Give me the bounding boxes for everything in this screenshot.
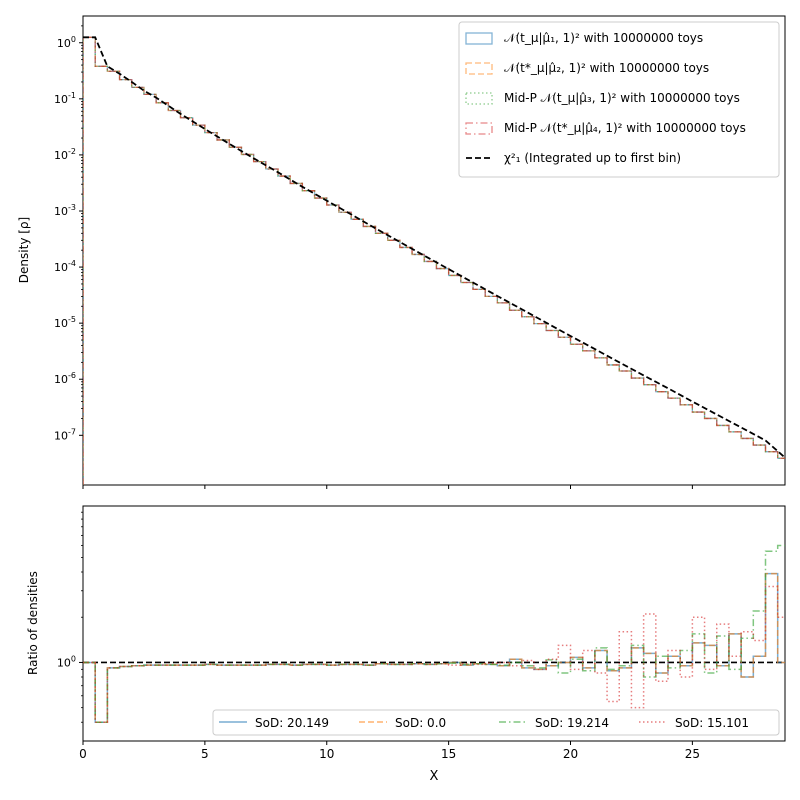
ratio-legend-box <box>212 709 780 736</box>
ratio-x-tick-label-1: 5 <box>201 747 209 761</box>
density-y-tick-label-2: 10-5 <box>54 315 76 330</box>
ratio-x-tick-label-2: 10 <box>319 747 334 761</box>
chi2-reference-line <box>83 36 785 459</box>
ratio-tick-group: 0 5 10 15 20 25 100 <box>57 511 700 761</box>
ratio-legend: SoD: 20.149 SoD: 0.0 SoD: 19.214 SoD: 15.10… <box>212 709 780 736</box>
density-y-tick-label-3: 10-4 <box>54 259 76 274</box>
density-panel: 10-7 10-6 10-5 10-4 10-3 10-2 10-1 100 Density … <box>17 15 786 489</box>
ratio-plot-area <box>83 544 785 723</box>
density-tick-group: 10-7 10-6 10-5 10-4 10-3 10-2 10-1 100 <box>54 25 693 489</box>
ratio-legend-label-3: SoD: 19.214 <box>535 716 609 730</box>
ratio-series-4-line <box>83 585 785 723</box>
density-y-tick-label-7: 100 <box>57 35 76 50</box>
ratio-y-axis-label: Ratio of densities <box>26 571 40 675</box>
density-legend-box <box>458 21 780 178</box>
density-legend-swatch-2 <box>465 62 493 75</box>
density-legend: 𝒩(t_μ|μ̂₁, 1)² with 10000000 toys 𝒩(t*_μ|… <box>458 21 780 178</box>
ratio-legend-label-4: SoD: 15.101 <box>675 716 749 730</box>
ratio-panel: 0 5 10 15 20 25 100 Ratio of densities X SoD: … <box>26 505 786 784</box>
ratio-axes-frame <box>82 505 786 742</box>
ratio-legend-label-1: SoD: 20.149 <box>255 716 329 730</box>
density-y-tick-label-4: 10-3 <box>54 203 76 218</box>
density-legend-swatch-1 <box>465 32 493 45</box>
density-y-axis-label: Density [ρ] <box>17 217 31 283</box>
ratio-x-tick-label-4: 20 <box>563 747 578 761</box>
ratio-series-1-line <box>83 572 785 723</box>
ratio-series-3-line <box>83 544 785 723</box>
density-y-tick-label-5: 10-2 <box>54 147 76 162</box>
density-series-group <box>83 36 785 485</box>
density-y-tick-label-1: 10-6 <box>54 371 76 386</box>
ratio-x-tick-label-0: 0 <box>79 747 87 761</box>
ratio-y-tick-label-0: 100 <box>57 654 76 669</box>
density-legend-label-2: 𝒩(t*_μ|μ̂₂, 1)² with 10000000 toys <box>504 61 709 75</box>
ratio-series-2-line <box>83 572 785 723</box>
density-plot-area <box>83 36 785 485</box>
ratio-x-tick-label-5: 25 <box>685 747 700 761</box>
density-legend-swatch-3 <box>465 92 493 105</box>
density-legend-label-5: χ²₁ (Integrated up to first bin) <box>504 151 681 165</box>
x-axis-label: X <box>430 769 439 784</box>
density-legend-label-3: Mid-P 𝒩(t_μ|μ̂₃, 1)² with 10000000 toys <box>504 91 740 105</box>
density-legend-swatch-4 <box>465 122 493 135</box>
ratio-series-group <box>83 544 785 723</box>
density-legend-label-4: Mid-P 𝒩(t*_μ|μ̂₄, 1)² with 10000000 toys <box>504 121 746 135</box>
ratio-legend-label-2: SoD: 0.0 <box>395 716 446 730</box>
density-legend-label-1: 𝒩(t_μ|μ̂₁, 1)² with 10000000 toys <box>504 31 703 45</box>
density-y-tick-label-0: 10-7 <box>54 427 76 442</box>
density-y-tick-label-6: 10-1 <box>54 91 76 106</box>
ratio-x-tick-label-3: 15 <box>441 747 456 761</box>
